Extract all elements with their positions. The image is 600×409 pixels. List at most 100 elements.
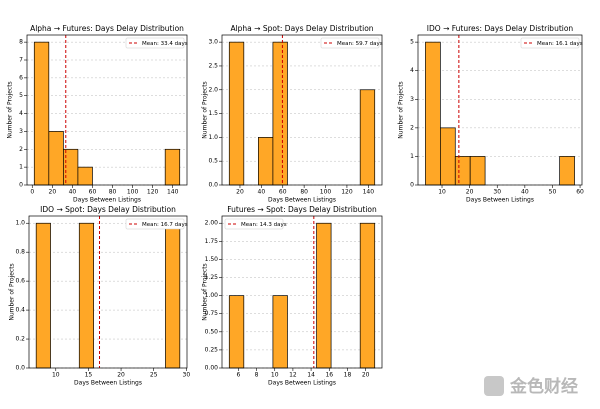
y-tick-label: 2.5: [208, 62, 218, 69]
x-tick-label: 40: [69, 189, 77, 196]
x-tick-label: 10: [271, 372, 279, 379]
y-tick-label: 0.8: [15, 249, 25, 256]
x-tick-label: 6: [236, 372, 240, 379]
bar: [559, 156, 575, 186]
y-tick-label: 1.0: [208, 134, 218, 141]
y-tick-label: 8: [19, 39, 23, 46]
bar: [78, 222, 94, 369]
plot-frame: [26, 34, 188, 186]
y-tick-label: 0.4: [15, 307, 25, 314]
bar: [258, 137, 274, 186]
y-tick-label: 3: [410, 96, 414, 103]
x-tick-label: 8: [255, 372, 259, 379]
y-tick-label: 1.75: [205, 238, 219, 245]
y-tick-label: 0.25: [205, 346, 219, 353]
x-tick-label: 10: [438, 189, 446, 196]
bar: [77, 166, 93, 186]
y-axis-label: Number of Projects: [202, 81, 209, 138]
bar: [272, 295, 288, 369]
bar: [35, 222, 51, 369]
chart-panel: 0.00 0.25 0.50 0.75 1.00 1.25 1.50 1.75 2.00 6 8 10…: [202, 205, 383, 387]
legend-label: Mean: 59.7 days: [337, 41, 383, 47]
y-tick-label: 1.0: [15, 220, 25, 227]
x-tick-label: 100: [127, 189, 139, 196]
x-axis-label: Days Between Listings: [268, 380, 336, 387]
y-tick-label: 0.6: [15, 278, 25, 285]
x-tick-label: 16: [325, 372, 333, 379]
y-tick-label: 1.00: [205, 292, 219, 299]
y-tick-label: 4: [19, 110, 23, 117]
x-axis-label: Days Between Listings: [73, 197, 141, 204]
y-tick-label: 0: [19, 182, 23, 189]
y-tick-label: 0.2: [15, 336, 25, 343]
y-tick-label: 0.0: [208, 182, 218, 189]
bar: [165, 222, 181, 369]
y-axis-label: Number of Projects: [398, 81, 405, 138]
x-tick-label: 50: [549, 189, 557, 196]
y-tick-label: 5: [19, 92, 23, 99]
x-tick-label: 40: [521, 189, 529, 196]
legend-box: [520, 37, 580, 49]
legend-label: Mean: 14.3 days: [241, 222, 287, 228]
y-tick-label: 5: [410, 39, 414, 46]
bar: [469, 156, 486, 186]
x-tick-label: 14: [307, 372, 315, 379]
y-tick-label: 6: [19, 74, 23, 81]
bar: [440, 127, 456, 186]
x-tick-label: 60: [279, 189, 287, 196]
chart-panel: 0.0 0.2 0.4 0.6 0.8 1.0 10 15 20 25 30 Mean: 16.7 d…: [9, 205, 191, 387]
x-tick-label: 20: [362, 372, 370, 379]
bar: [425, 41, 441, 186]
x-tick-label: 60: [576, 189, 584, 196]
legend-label: Mean: 16.1 days: [537, 41, 583, 47]
x-tick-label: 40: [258, 189, 266, 196]
x-axis-label: Days Between Listings: [268, 197, 336, 204]
y-tick-label: 2.00: [205, 220, 219, 227]
y-axis-label: Number of Projects: [7, 81, 14, 138]
x-tick-label: 120: [341, 189, 353, 196]
bar: [316, 222, 332, 369]
x-tick-label: 0: [30, 189, 34, 196]
x-tick-label: 20: [49, 189, 57, 196]
legend: Mean: 14.3 days: [224, 218, 287, 230]
y-tick-label: 1: [19, 164, 23, 171]
chart-title: Alpha → Futures: Days Delay Distribution: [30, 24, 184, 33]
legend: Mean: 16.7 days: [125, 218, 188, 230]
y-tick-label: 2: [19, 146, 23, 153]
y-tick-label: 0.00: [205, 365, 219, 372]
legend-label: Mean: 33.4 days: [142, 41, 188, 47]
legend-box: [125, 218, 185, 230]
legend-box: [224, 218, 284, 230]
x-axis-label: Days Between Listings: [74, 380, 142, 387]
x-tick-label: 20: [117, 372, 125, 379]
chart-panel: 0.0 0.5 1.0 1.5 2.0 2.5 3.0 20 40 60 80 100 120 140 Me…: [202, 24, 383, 204]
plot-frame: [417, 34, 583, 186]
x-tick-label: 30: [183, 372, 191, 379]
x-tick-label: 140: [167, 189, 179, 196]
x-tick-label: 80: [109, 189, 117, 196]
y-tick-label: 0: [410, 182, 414, 189]
chart-title: Futures → Spot: Days Delay Distribution: [227, 205, 377, 214]
y-tick-label: 1.5: [208, 110, 218, 117]
plot-frame: [221, 34, 383, 186]
x-tick-label: 20: [236, 189, 244, 196]
bar: [48, 131, 64, 186]
x-tick-label: 60: [89, 189, 97, 196]
x-tick-label: 140: [363, 189, 375, 196]
y-tick-label: 0.50: [205, 328, 219, 335]
x-tick-label: 20: [466, 189, 474, 196]
y-tick-label: 4: [410, 67, 414, 74]
plot-frame: [221, 215, 383, 369]
x-tick-label: 12: [289, 372, 297, 379]
bar: [164, 148, 181, 186]
x-tick-label: 100: [320, 189, 332, 196]
watermark-logo: [484, 376, 504, 396]
y-axis-label: Number of Projects: [202, 263, 209, 320]
y-tick-label: 0.0: [15, 365, 25, 372]
y-tick-label: 7: [19, 57, 23, 64]
plot-frame: [28, 215, 188, 369]
y-tick-label: 3.0: [208, 39, 218, 46]
y-tick-label: 1.50: [205, 256, 219, 263]
y-axis-label: Number of Projects: [9, 263, 16, 320]
